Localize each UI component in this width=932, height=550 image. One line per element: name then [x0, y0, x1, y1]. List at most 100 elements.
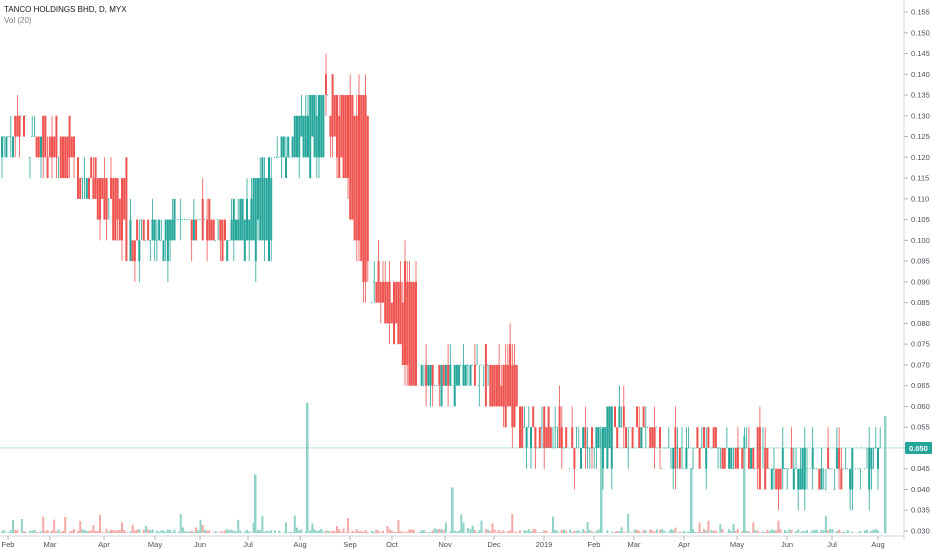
price-candle	[818, 468, 821, 490]
price-candle	[406, 281, 409, 365]
volume-bar	[379, 532, 382, 533]
price-candle	[169, 219, 172, 241]
price-axis[interactable]: 0.155 0.150 0.145 0.140 0.135 0.130 0.125 0.120…	[903, 0, 930, 540]
volume-bar	[565, 530, 568, 533]
price-candle	[431, 364, 434, 386]
volume-bar	[261, 515, 264, 533]
price-candle	[792, 468, 795, 490]
price-tick-label: 0.060	[911, 402, 930, 411]
price-tick-label: 0.070	[911, 360, 930, 369]
price-candle	[386, 281, 389, 324]
volume-bar	[799, 532, 802, 533]
volume-bar	[560, 529, 563, 533]
volume-bar	[775, 530, 778, 533]
price-tick-label: 0.155	[911, 8, 930, 17]
volume-bar	[197, 530, 200, 533]
price-candle	[636, 406, 638, 428]
price-candle	[384, 281, 387, 324]
volume-bar	[803, 531, 806, 533]
time-tick-label: Jul	[243, 540, 253, 549]
price-candle	[401, 302, 404, 365]
volume-bar	[631, 532, 634, 533]
price-candle	[736, 447, 739, 469]
volume-bar	[569, 529, 571, 533]
price-candle	[616, 427, 619, 448]
volume-bar	[584, 531, 587, 533]
volume-bar	[511, 513, 514, 533]
volume-bar	[453, 530, 456, 533]
volume-bar	[190, 530, 193, 533]
volume-bar	[265, 530, 268, 533]
volume-bar	[824, 516, 827, 533]
time-tick-label: Aug	[293, 540, 306, 549]
volume-bar	[214, 530, 217, 533]
volume-bar	[418, 531, 421, 533]
volume-bar	[827, 530, 830, 533]
price-candle	[51, 136, 53, 158]
volume-bar	[162, 530, 165, 533]
price-candle	[171, 219, 174, 241]
time-tick-label: Nov	[438, 540, 452, 549]
price-candle	[393, 281, 395, 345]
volume-bar	[199, 519, 202, 533]
price-candle	[625, 427, 627, 448]
price-candle	[851, 447, 854, 490]
volume-bar	[329, 531, 332, 533]
price-candle	[777, 468, 780, 490]
volume-bar	[674, 527, 677, 533]
time-tick-label: Feb	[2, 540, 15, 549]
price-candle	[291, 136, 294, 158]
price-candle	[66, 136, 69, 179]
volume-bar	[577, 530, 580, 533]
price-candle	[138, 240, 141, 262]
price-candle	[85, 178, 88, 199]
price-candle	[447, 364, 450, 386]
volume-bar	[226, 529, 229, 533]
price-candle	[35, 136, 38, 158]
price-candle	[309, 95, 312, 179]
volume-bars	[1, 403, 887, 533]
price-candle	[584, 427, 587, 448]
price-candle	[707, 427, 710, 448]
volume-bar	[732, 523, 735, 533]
volume-bar	[714, 530, 717, 533]
price-candle	[614, 406, 616, 428]
volume-bar	[773, 530, 775, 533]
price-candle	[734, 447, 737, 469]
volume-bar	[851, 531, 854, 533]
price-candle	[221, 219, 224, 262]
volume-bar	[166, 529, 169, 533]
volume-bar	[523, 530, 526, 533]
volume-bar	[201, 524, 204, 533]
time-tick-label: May	[148, 540, 162, 549]
volume-bar	[388, 529, 391, 533]
volume-bar	[616, 531, 619, 533]
volume-bar	[192, 531, 195, 533]
price-candle	[99, 178, 101, 220]
volume-bar	[809, 532, 812, 533]
volume-bar	[532, 529, 535, 533]
volume-bar	[7, 532, 10, 533]
volume-bar	[304, 531, 307, 533]
volume-bar	[212, 532, 215, 533]
time-axis[interactable]: Feb Mar Apr May Jun Jul Aug Sep Oct Nov Dec 2019 Feb…	[0, 535, 904, 549]
volume-bar	[480, 520, 483, 533]
volume-bar	[42, 516, 45, 533]
volume-bar	[353, 532, 356, 533]
volume-bar	[37, 532, 40, 533]
volume-bar	[440, 529, 443, 533]
price-candle	[440, 364, 443, 407]
volume-bar	[99, 514, 101, 533]
price-candle	[230, 219, 233, 241]
time-tick-label: Dec	[487, 540, 501, 549]
price-candle	[390, 302, 393, 324]
volume-bar	[51, 530, 53, 533]
price-candle	[318, 95, 320, 158]
volume-bar	[790, 530, 793, 533]
price-candle	[758, 427, 761, 490]
volume-bar	[57, 529, 60, 533]
volume-bar	[70, 530, 73, 533]
volume-bar	[502, 530, 505, 533]
volume-bar	[293, 515, 296, 533]
